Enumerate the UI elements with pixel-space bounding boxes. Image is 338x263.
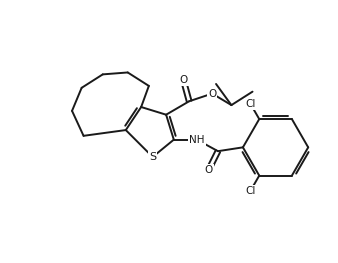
Text: Cl: Cl: [245, 186, 256, 196]
Text: S: S: [149, 152, 156, 162]
Text: NH: NH: [189, 135, 204, 145]
Text: Cl: Cl: [245, 99, 256, 109]
Text: O: O: [204, 165, 213, 175]
Text: O: O: [208, 89, 216, 99]
Text: O: O: [179, 75, 188, 85]
